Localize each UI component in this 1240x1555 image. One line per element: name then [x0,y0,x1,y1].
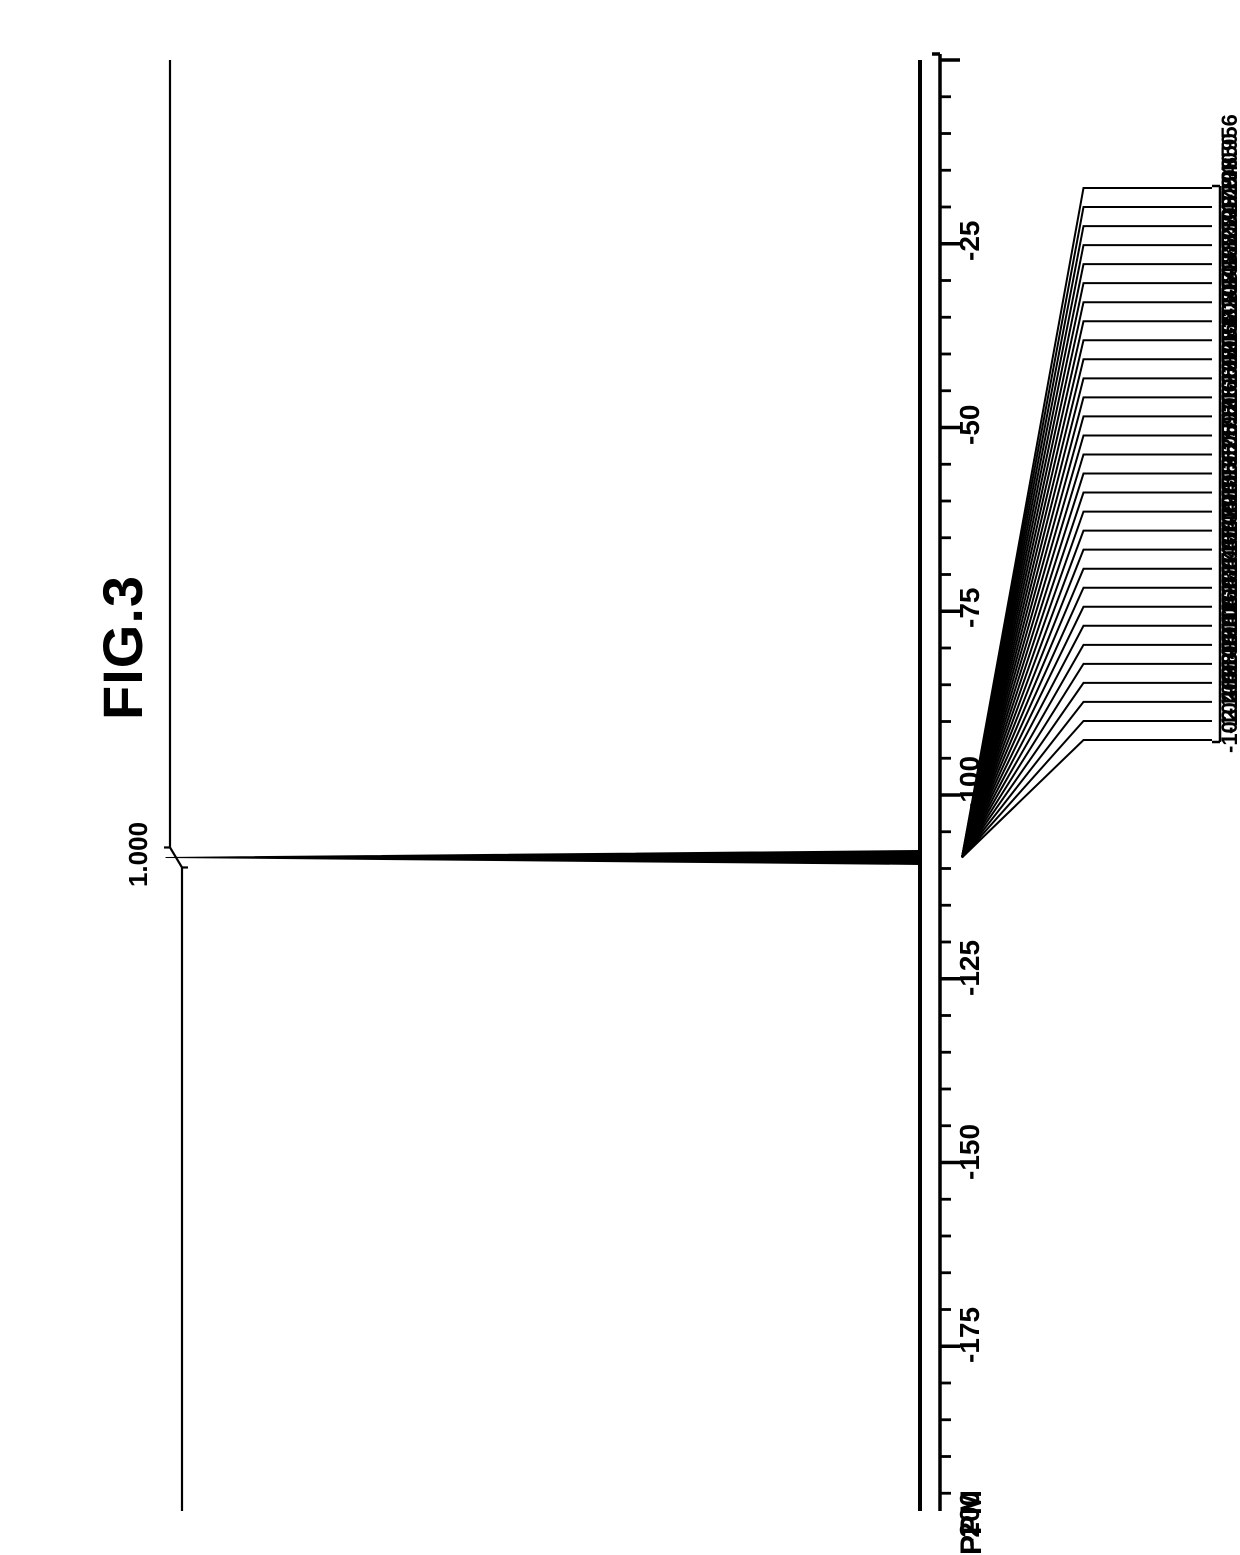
tick-label: -50 [954,404,986,444]
integral-value: 1.000 [123,822,154,887]
tick-label: -25 [954,220,986,260]
tick-label: -200 [954,1491,986,1547]
tick-label: -75 [954,588,986,628]
tick-label: -175 [954,1307,986,1363]
nmr-plot [0,0,1240,1511]
tick-label: -125 [954,940,986,996]
tick-label: -100 [954,756,986,812]
peak-label: -102.463 [1217,666,1240,753]
tick-label: -150 [954,1123,986,1179]
